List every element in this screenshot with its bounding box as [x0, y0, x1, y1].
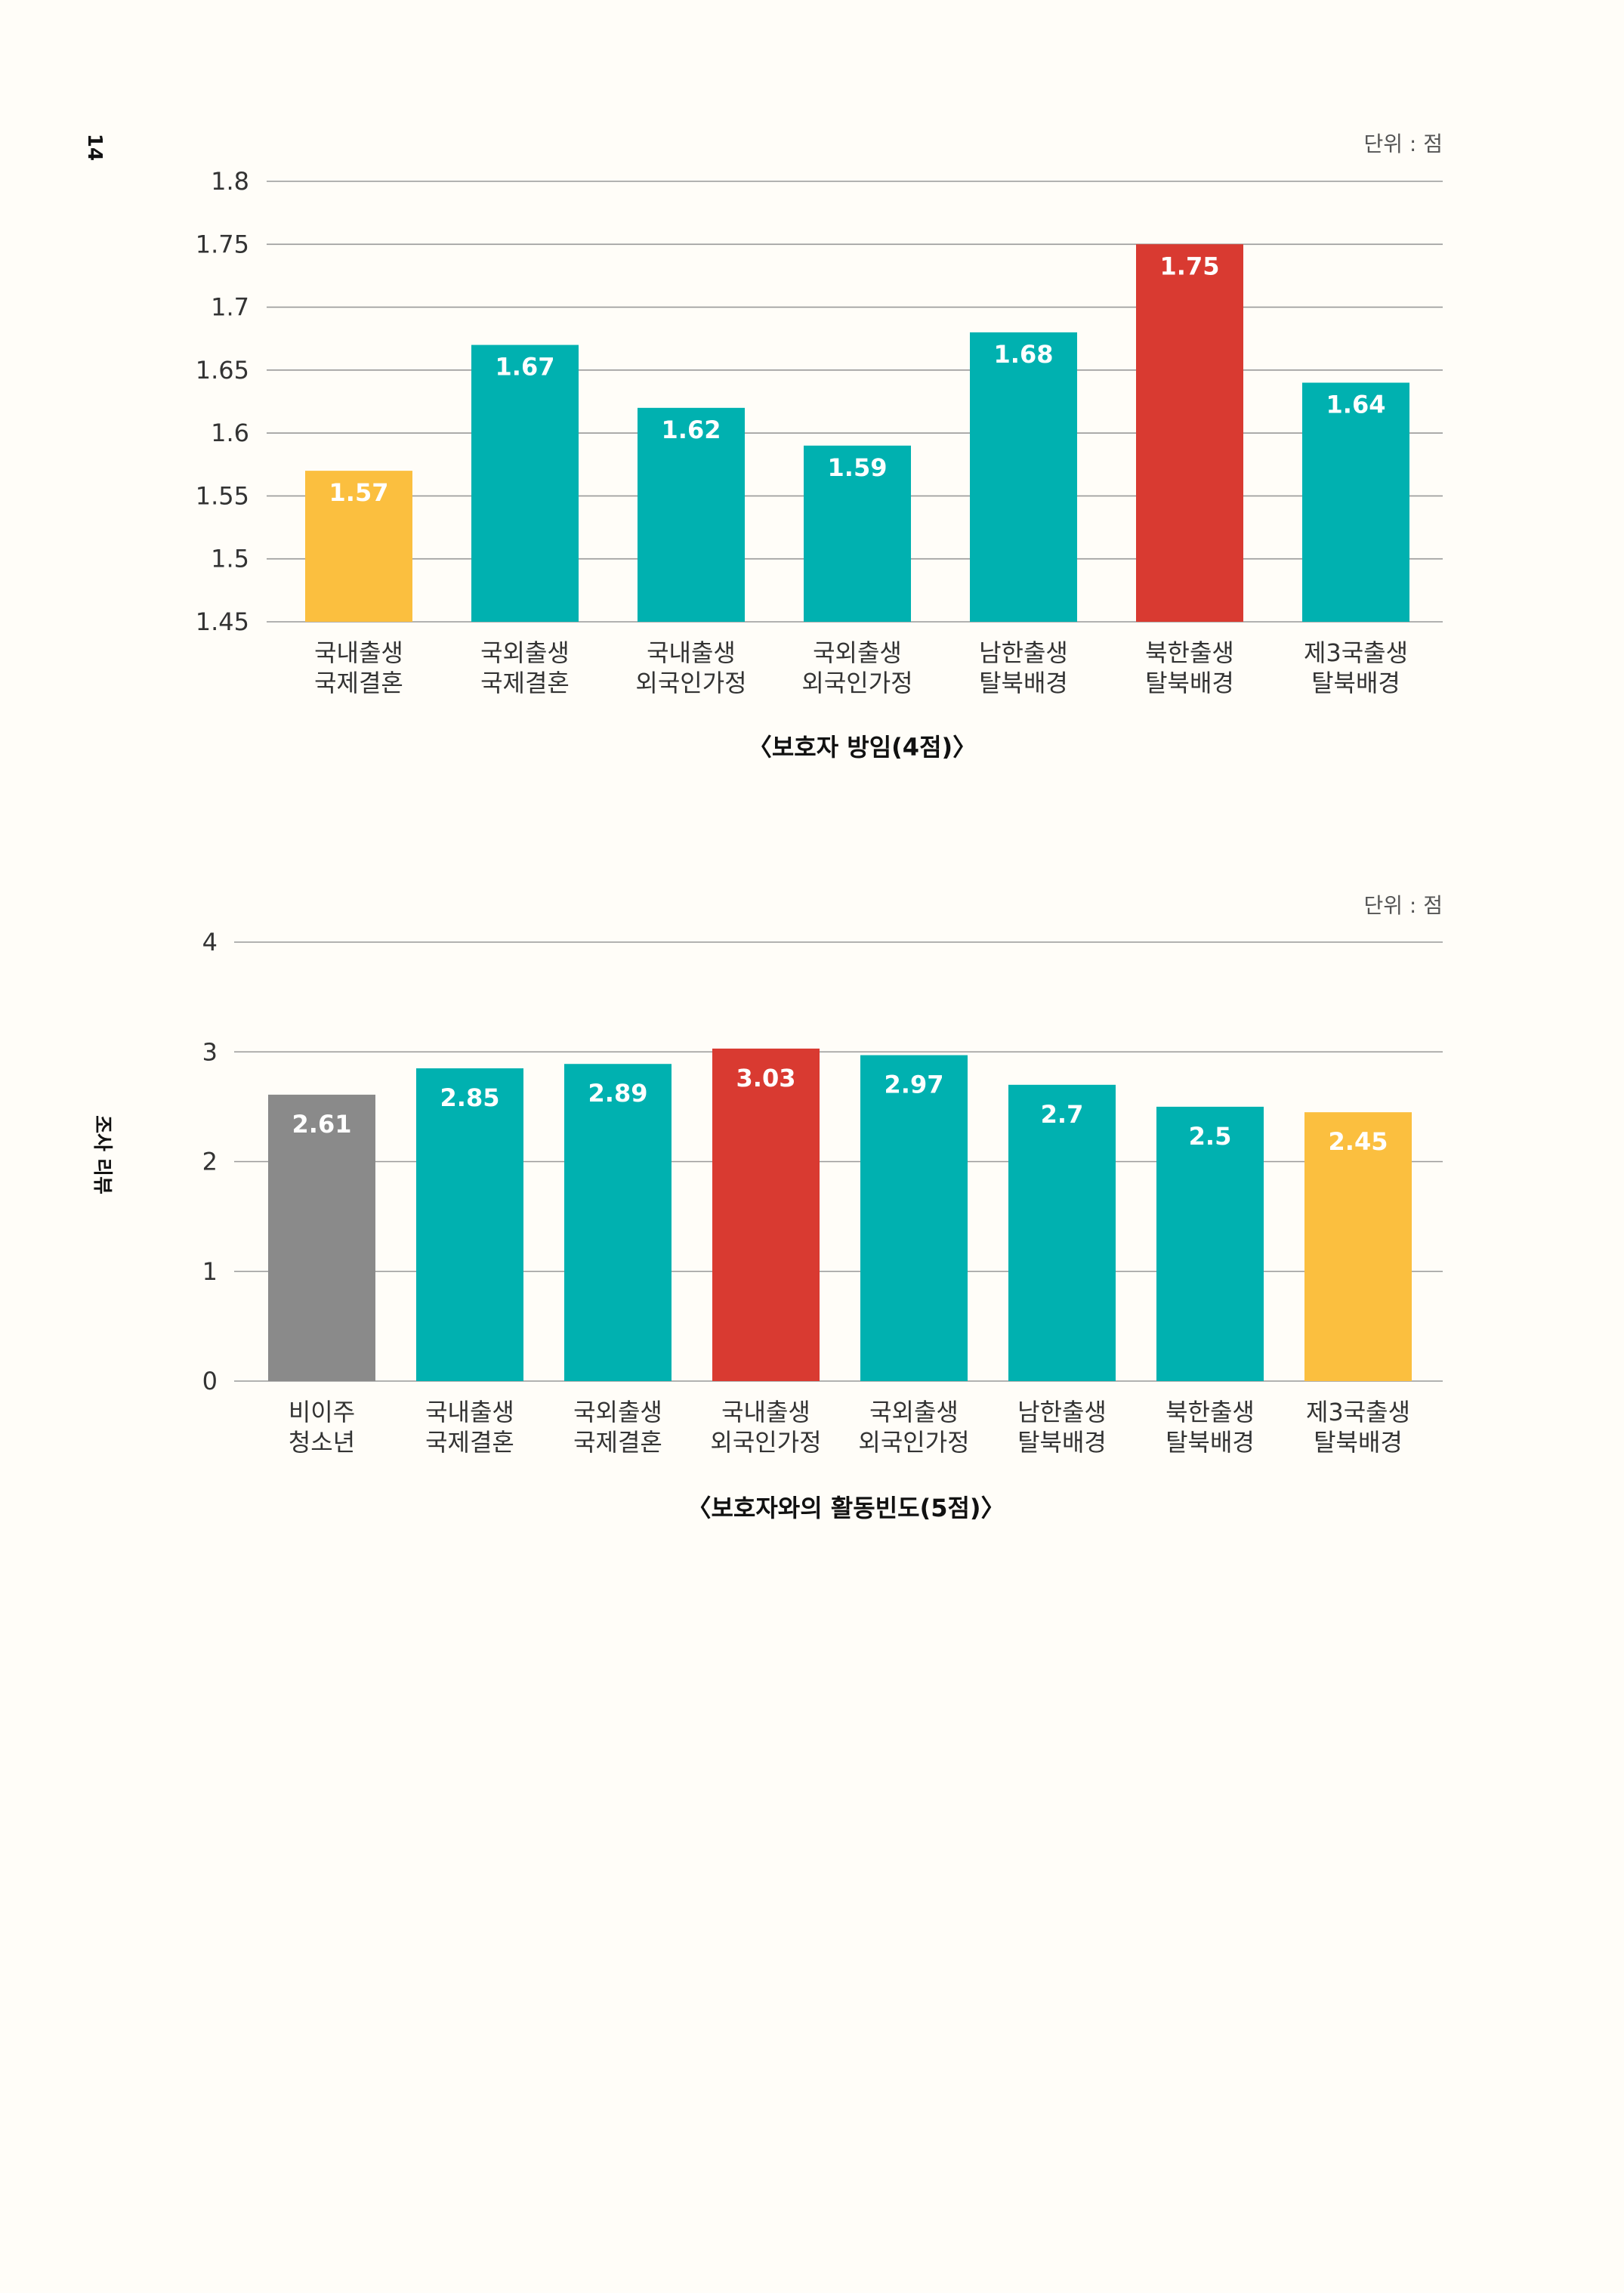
y-tick-label: 4 — [202, 928, 218, 956]
x-tick-label: 남한출생 — [979, 638, 1068, 667]
data-label: 2.89 — [588, 1079, 648, 1108]
x-tick-label: 외국인가정 — [635, 669, 746, 697]
x-tick-label: 국제결혼 — [480, 669, 570, 697]
y-tick-label: 0 — [202, 1367, 218, 1395]
data-label: 2.97 — [885, 1071, 944, 1099]
bar — [970, 332, 1077, 622]
bar — [1304, 1112, 1412, 1381]
y-tick-label: 1.55 — [196, 481, 249, 510]
chart-title: 〈보호자 방임(4점)〉 — [748, 733, 977, 762]
y-tick-label: 1.5 — [211, 545, 249, 573]
y-tick-label: 1 — [202, 1257, 218, 1286]
data-label: 2.45 — [1329, 1127, 1388, 1156]
bar — [416, 1068, 523, 1381]
data-label: 1.68 — [994, 340, 1054, 369]
x-tick-label: 국제결혼 — [425, 1428, 514, 1457]
bar — [1302, 382, 1409, 622]
bar — [1008, 1084, 1116, 1381]
x-tick-label: 국내출생 — [425, 1398, 514, 1426]
x-tick-label: 국외출생 — [480, 638, 570, 667]
x-tick-label: 탈북배경 — [1017, 1428, 1107, 1457]
data-label: 2.61 — [292, 1110, 352, 1139]
data-label: 2.85 — [440, 1083, 500, 1112]
x-tick-label: 국내출생 — [647, 638, 736, 667]
x-tick-label: 제3국출생 — [1304, 638, 1408, 667]
x-tick-label: 제3국출생 — [1306, 1398, 1410, 1426]
x-tick-label: 비이주 — [289, 1398, 355, 1426]
data-label: 2.5 — [1189, 1122, 1232, 1151]
x-tick-label: 탈북배경 — [1314, 1428, 1403, 1457]
data-label: 2.7 — [1041, 1100, 1084, 1129]
bar — [305, 471, 412, 622]
unit-label: 단위 : 점 — [1363, 893, 1443, 918]
data-label: 1.67 — [496, 353, 555, 382]
y-tick-label: 2 — [202, 1148, 218, 1176]
y-tick-label: 1.45 — [196, 607, 249, 636]
chart-activity-frequency: 단위 : 점012342.61비이주청소년2.85국내출생국제결혼2.89국외출… — [202, 893, 1443, 1522]
x-tick-label: 국외출생 — [869, 1398, 959, 1426]
bar — [638, 407, 745, 622]
x-tick-label: 북한출생 — [1145, 638, 1234, 667]
bar — [860, 1055, 968, 1381]
x-tick-label: 북한출생 — [1166, 1398, 1255, 1426]
bar — [268, 1094, 375, 1381]
bar — [1136, 244, 1243, 622]
bar — [1156, 1106, 1264, 1381]
data-label: 1.57 — [329, 478, 389, 507]
x-tick-label: 국내출생 — [314, 638, 403, 667]
y-tick-label: 1.6 — [211, 419, 249, 447]
chart-guardian-neglect: 단위 : 점 1.45 1.5 1.55 1.6 1.65 1.7 1.75 1.8 1.57 국내… — [196, 131, 1443, 762]
data-label: 1.64 — [1326, 391, 1386, 419]
y-tick-label: 1.75 — [196, 230, 249, 258]
x-tick-label: 국외출생 — [813, 638, 902, 667]
data-label: 1.75 — [1160, 252, 1220, 280]
data-label: 1.62 — [662, 416, 721, 444]
x-tick-label: 국외출생 — [573, 1398, 662, 1426]
x-tick-label: 청소년 — [289, 1428, 355, 1457]
y-tick-label: 3 — [202, 1037, 218, 1066]
x-tick-label: 국내출생 — [721, 1398, 810, 1426]
x-tick-label: 탈북배경 — [1145, 669, 1234, 697]
bar — [712, 1048, 820, 1381]
data-label: 1.59 — [828, 453, 888, 482]
data-label: 3.03 — [736, 1064, 796, 1092]
x-tick-label: 탈북배경 — [1311, 669, 1400, 697]
y-tick-label: 1.65 — [196, 356, 249, 385]
x-tick-label: 남한출생 — [1017, 1398, 1107, 1426]
bar — [564, 1064, 672, 1381]
x-tick-label: 국제결혼 — [314, 669, 403, 697]
y-tick-label: 1.8 — [211, 167, 249, 196]
x-tick-label: 탈북배경 — [1166, 1428, 1255, 1457]
x-tick-label: 탈북배경 — [979, 669, 1068, 697]
x-tick-label: 외국인가정 — [710, 1428, 821, 1457]
x-tick-label: 외국인가정 — [801, 669, 912, 697]
x-tick-label: 외국인가정 — [858, 1428, 969, 1457]
bar — [804, 445, 911, 622]
y-tick-label: 1.7 — [211, 293, 249, 322]
x-tick-label: 국제결혼 — [573, 1428, 662, 1457]
unit-label: 단위 : 점 — [1363, 131, 1443, 156]
bar — [471, 345, 579, 622]
chart-title: 〈보호자와의 활동빈도(5점)〉 — [687, 1494, 1005, 1522]
